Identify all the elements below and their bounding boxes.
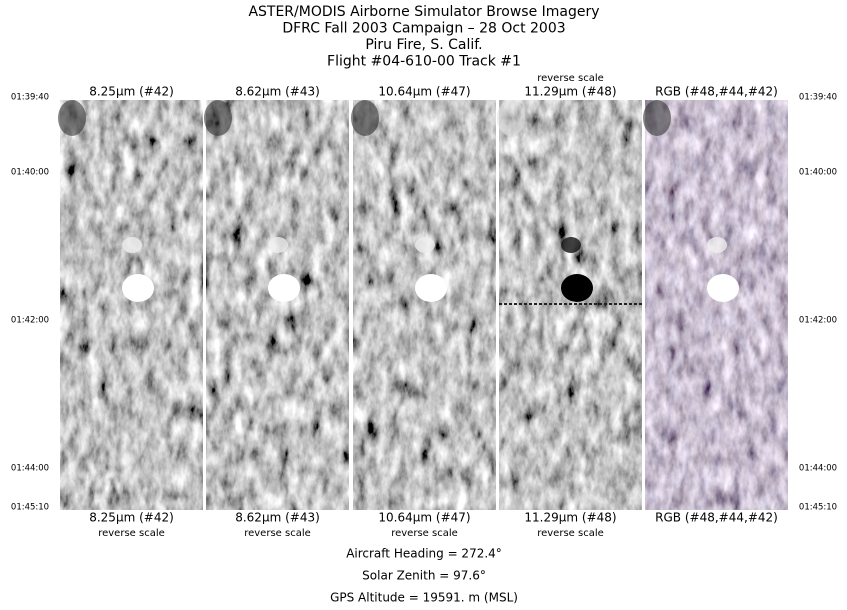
image-panel <box>351 100 496 510</box>
time-label-right: 01:44:00 <box>799 464 837 474</box>
hot-spot <box>561 274 593 302</box>
panel-label-bottom: 8.25μm (#42) <box>89 511 174 525</box>
footer-line: Solar Zenith = 97.6° <box>362 569 486 583</box>
panel-label-top: 8.25μm (#42) <box>89 85 174 99</box>
imagery <box>206 100 349 510</box>
bottom-note: reverse scale <box>244 528 311 539</box>
hot-spot <box>122 274 154 302</box>
bright-area <box>415 237 435 253</box>
image-panel <box>204 100 349 510</box>
corner-feature <box>643 100 671 136</box>
panel-label-top: 11.29μm (#48) <box>524 85 616 99</box>
panel-label-bottom: 10.64μm (#47) <box>378 511 470 525</box>
hot-spot <box>707 274 739 302</box>
time-label-left: 01:45:10 <box>11 503 49 513</box>
bottom-note: reverse scale <box>391 528 458 539</box>
image-panel <box>497 100 642 510</box>
imagery <box>353 100 496 510</box>
image-panels <box>58 100 788 510</box>
corner-feature <box>58 100 86 136</box>
bottom-note: reverse scale <box>98 528 165 539</box>
image-panel <box>58 100 203 510</box>
time-label-right: 01:45:10 <box>799 503 837 513</box>
image-panel <box>643 100 788 510</box>
time-label-right: 01:39:40 <box>799 93 837 103</box>
panel-label-top: 8.62μm (#43) <box>235 85 320 99</box>
panel-label-bottom: RGB (#48,#44,#42) <box>655 511 778 525</box>
panel-label-top: 10.64μm (#47) <box>378 85 470 99</box>
hot-spot <box>415 274 447 302</box>
panel-label-top: RGB (#48,#44,#42) <box>655 85 778 99</box>
time-label-right: 01:42:00 <box>799 316 837 326</box>
bright-area <box>122 237 142 253</box>
title-line: Flight #04-610-00 Track #1 <box>327 54 521 70</box>
top-note: reverse scale <box>537 73 604 84</box>
imagery <box>60 100 203 510</box>
panel-label-bottom: 8.62μm (#43) <box>235 511 320 525</box>
corner-feature <box>497 100 525 136</box>
imagery <box>645 100 788 510</box>
time-label-right: 01:40:00 <box>799 168 837 178</box>
bright-area <box>707 237 727 253</box>
bright-area <box>561 237 581 253</box>
corner-feature <box>204 100 232 136</box>
title-line: ASTER/MODIS Airborne Simulator Browse Im… <box>248 4 599 20</box>
time-label-left: 01:42:00 <box>11 316 49 326</box>
footer-line: Aircraft Heading = 272.4° <box>346 547 502 561</box>
labels: ASTER/MODIS Airborne Simulator Browse Im… <box>11 4 837 605</box>
title-line: Piru Fire, S. Calif. <box>365 37 482 53</box>
hot-spot <box>268 274 300 302</box>
bottom-note: reverse scale <box>537 528 604 539</box>
panel-label-bottom: 11.29μm (#48) <box>524 511 616 525</box>
time-label-left: 01:40:00 <box>11 168 49 178</box>
time-label-left: 01:39:40 <box>11 93 49 103</box>
time-label-left: 01:44:00 <box>11 464 49 474</box>
title-line: DFRC Fall 2003 Campaign – 28 Oct 2003 <box>282 21 565 37</box>
bright-area <box>268 237 288 253</box>
corner-feature <box>351 100 379 136</box>
footer-line: GPS Altitude = 19591. m (MSL) <box>330 591 518 605</box>
